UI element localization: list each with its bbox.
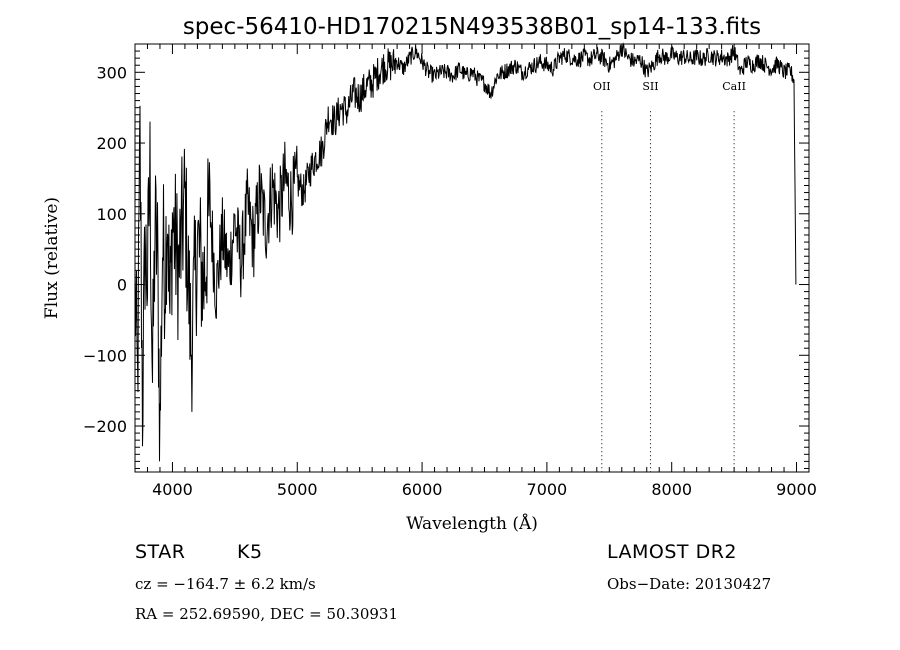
- object-class: STAR: [135, 541, 186, 563]
- object-subclass: K5: [237, 541, 263, 563]
- coordinates-text: RA = 252.69590, DEC = 50.30931: [135, 605, 399, 623]
- y-tick-label: 100: [96, 205, 127, 224]
- y-tick-label: −100: [83, 346, 127, 365]
- chart-title: spec-56410-HD170215N493538B01_sp14-133.f…: [183, 14, 761, 40]
- spectral-line-markers: OII SII CaII: [593, 80, 746, 472]
- redshift-text: cz = −164.7 ± 6.2 km/s: [135, 575, 316, 593]
- x-tick-label: 6000: [402, 480, 443, 499]
- spectrum-line: [134, 42, 797, 462]
- plot-frame: [134, 43, 810, 473]
- y-axis-label: Flux (relative): [42, 197, 62, 319]
- survey-name: LAMOST DR2: [607, 541, 737, 563]
- y-tick-label: 300: [96, 63, 127, 82]
- y-tick-label: −200: [83, 417, 127, 436]
- obs-date-text: Obs−Date: 20130427: [607, 575, 772, 593]
- y-tick-label: 200: [96, 134, 127, 153]
- y-tick-label: 0: [117, 276, 127, 295]
- spectral-line-label: OII: [593, 80, 611, 93]
- x-tick-label: 5000: [277, 480, 318, 499]
- axis-tick-labels: 4000 5000 6000 7000 8000 9000 −200 −100 0 100 200 3…: [83, 63, 817, 499]
- x-axis-label: Wavelength (Å): [406, 513, 538, 534]
- spectral-line-label: CaII: [722, 80, 746, 93]
- x-tick-label: 7000: [527, 480, 568, 499]
- x-tick-label: 8000: [651, 480, 692, 499]
- x-tick-label: 9000: [776, 480, 817, 499]
- spectral-line-label: SII: [642, 80, 658, 93]
- axis-ticks: [134, 43, 810, 472]
- x-tick-label: 4000: [152, 480, 193, 499]
